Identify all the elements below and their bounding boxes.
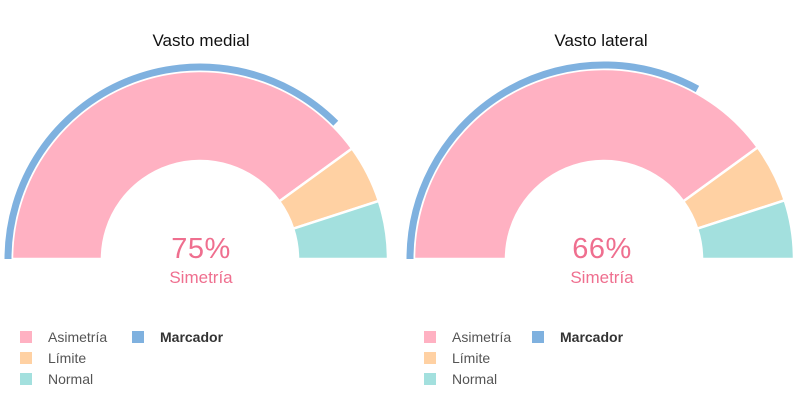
legend-label: Límite <box>452 350 491 366</box>
legend: Asimetría Límite Normal Marcador <box>420 322 780 392</box>
gauge-marcador-arc[interactable] <box>4 63 339 260</box>
gauge-segment-normal[interactable] <box>695 198 796 261</box>
legend-label: Marcador <box>560 329 624 345</box>
chart-title: Vasto medial <box>152 31 250 50</box>
symmetry-label: Simetría <box>169 268 233 287</box>
symmetry-value: 66% <box>572 233 632 265</box>
legend-item-marcador[interactable]: Marcador <box>132 327 223 347</box>
gauge-segment-normal[interactable] <box>291 199 390 261</box>
legend-item-asimetria[interactable]: Asimetría <box>20 327 107 347</box>
symmetry-label: Simetría <box>570 268 634 287</box>
symmetry-value: 75% <box>171 233 231 265</box>
legend-label: Marcador <box>160 329 224 345</box>
gauge-svg <box>4 63 390 261</box>
legend-swatch-asimetria <box>20 331 32 343</box>
legend-item-normal[interactable]: Normal <box>20 369 93 389</box>
legend-item-asimetria[interactable]: Asimetría <box>424 327 511 347</box>
legend: Asimetría Límite Normal Marcador <box>20 322 380 392</box>
gauge-marcador-arc[interactable] <box>406 61 700 260</box>
legend-swatch-marcador <box>132 331 144 343</box>
gauge-vasto-lateral: Vasto lateral 66% Simetría Asimetría Lím… <box>400 0 800 400</box>
chart-title: Vasto lateral <box>554 31 648 50</box>
gauge-segment-asimetria[interactable] <box>412 67 760 261</box>
legend-label: Asimetría <box>48 329 108 345</box>
legend-item-marcador[interactable]: Marcador <box>532 327 623 347</box>
gauge-svg <box>406 61 796 261</box>
legend-label: Normal <box>452 371 498 387</box>
legend-item-limite[interactable]: Límite <box>20 348 86 368</box>
legend-item-limite[interactable]: Límite <box>424 348 490 368</box>
legend-swatch-normal <box>424 373 436 385</box>
legend-swatch-normal <box>20 373 32 385</box>
legend-label: Límite <box>48 350 87 366</box>
legend-label: Normal <box>48 371 94 387</box>
legend-swatch-limite <box>424 352 436 364</box>
legend-swatch-asimetria <box>424 331 436 343</box>
legend-swatch-marcador <box>532 331 544 343</box>
legend-item-normal[interactable]: Normal <box>424 369 497 389</box>
legend-label: Asimetría <box>452 329 512 345</box>
legend-swatch-limite <box>20 352 32 364</box>
gauge-vasto-medial: Vasto medial 75% Simetría Asimetría Lími… <box>4 31 390 392</box>
gauge-segment-asimetria[interactable] <box>10 69 354 261</box>
